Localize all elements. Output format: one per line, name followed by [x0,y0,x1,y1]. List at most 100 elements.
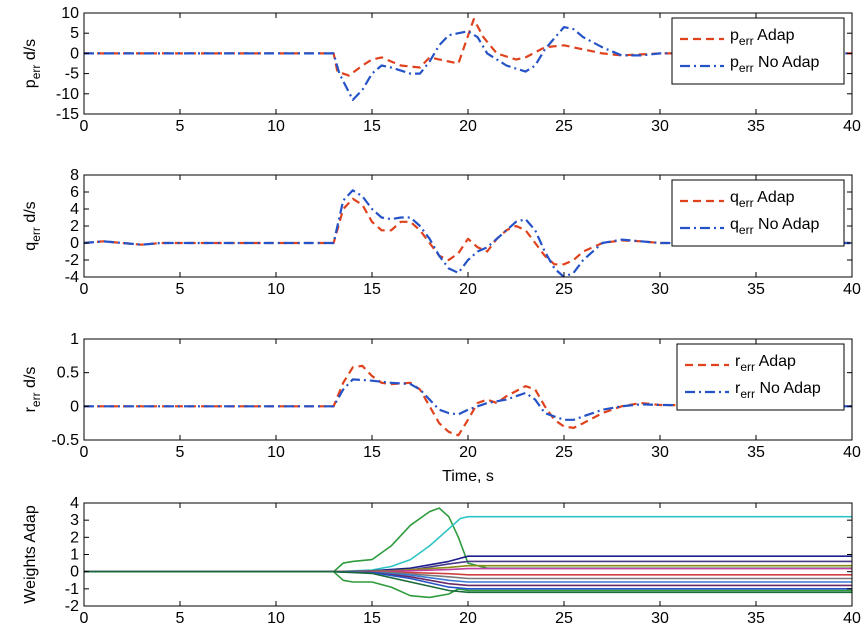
y-tick-label: 0 [70,45,79,62]
y-tick-label: 0 [70,398,79,415]
x-tick-label: 0 [80,281,89,298]
y-tick-label: 2 [70,218,79,235]
x-tick-label: 30 [651,281,669,298]
x-tick-label: 20 [459,281,477,298]
x-tick-label: 35 [747,444,765,461]
y-axis-label: rerr d/s [22,367,43,413]
y-tick-label: 10 [61,5,79,22]
y-tick-label: 5 [70,25,79,42]
y-tick-label: -15 [56,106,79,123]
x-axis-label: Time, s [442,468,494,485]
x-tick-label: 5 [176,118,185,135]
y-tick-label: -5 [65,66,79,83]
y-axis-label-sub: err [29,392,43,407]
legend-label-suffix: Adap [754,189,795,206]
y-tick-label: 8 [70,167,79,184]
y-tick-label: -0.5 [51,432,79,449]
x-tick-label: 25 [555,281,573,298]
x-tick-label: 35 [747,118,765,135]
x-tick-label: 0 [80,610,89,627]
legend-label-suffix: Adap [754,27,795,44]
y-tick-label: -2 [65,252,79,269]
y-axis-label-unit: d/s [22,201,39,227]
x-tick-label: 30 [651,118,669,135]
y-tick-label: 0.5 [57,365,79,382]
x-tick-label: 10 [267,118,285,135]
x-tick-label: 40 [843,610,861,627]
y-axis-label-unit: d/s [22,367,39,393]
legend-label-sub: err [740,360,755,374]
x-tick-label: 40 [843,444,861,461]
x-tick-label: 30 [651,610,669,627]
x-tick-label: 35 [747,610,765,627]
x-tick-label: 15 [363,444,381,461]
x-tick-label: 10 [267,281,285,298]
x-tick-label: 20 [459,118,477,135]
legend-label-suffix: No Adap [754,54,820,71]
y-tick-label: 3 [70,512,79,529]
x-tick-label: 10 [267,444,285,461]
y-axis-label: qerr d/s [22,201,43,250]
y-tick-label: 6 [70,184,79,201]
y-axis-label: perr d/s [22,39,43,88]
y-axis-label-sub: err [29,65,43,80]
x-tick-label: 15 [363,118,381,135]
y-axis-label-main: q [22,242,39,251]
y-tick-label: 0 [70,564,79,581]
legend-label-sub: err [739,61,754,75]
legend-label-name: p [730,54,739,71]
legend-label-sub: err [739,196,754,210]
legend-label-suffix: No Adap [754,216,820,233]
x-tick-label: 20 [459,610,477,627]
x-tick-label: 15 [363,281,381,298]
x-tick-label: 0 [80,444,89,461]
x-tick-label: 0 [80,118,89,135]
y-axis-label-sub: err [29,227,43,242]
y-axis-label-main: p [22,79,39,88]
x-tick-label: 5 [176,281,185,298]
y-tick-label: 1 [70,331,79,348]
legend-label-sub: err [740,387,755,401]
legend-label-name: q [730,189,739,206]
y-tick-label: -2 [65,598,79,615]
x-tick-label: 40 [843,281,861,298]
x-tick-label: 30 [651,444,669,461]
x-tick-label: 35 [747,281,765,298]
y-tick-label: 1 [70,547,79,564]
legend-label-suffix: Adap [755,353,796,370]
x-tick-label: 25 [555,444,573,461]
legend-label-name: p [730,27,739,44]
y-axis-label-main: Weights Adap [22,505,39,604]
y-axis-label-unit: d/s [22,39,39,65]
x-tick-label: 20 [459,444,477,461]
y-tick-label: 4 [70,201,79,218]
legend-label-sub: err [739,34,754,48]
x-tick-label: 5 [176,444,185,461]
x-tick-label: 5 [176,610,185,627]
x-tick-label: 10 [267,610,285,627]
legend-label-suffix: No Adap [755,380,821,397]
legend-label-sub: err [739,223,754,237]
y-tick-label: 0 [70,235,79,252]
y-tick-label: 4 [70,495,79,512]
series-group [84,508,852,597]
y-tick-label: -10 [56,86,79,103]
x-tick-label: 40 [843,118,861,135]
y-tick-label: -1 [65,581,79,598]
x-tick-label: 25 [555,118,573,135]
x-tick-label: 15 [363,610,381,627]
series-line-10 [84,572,852,582]
x-tick-label: 25 [555,610,573,627]
y-tick-label: 2 [70,529,79,546]
y-tick-label: -4 [65,269,79,286]
y-axis-label: Weights Adap [22,505,39,604]
legend-label-name: q [730,216,739,233]
